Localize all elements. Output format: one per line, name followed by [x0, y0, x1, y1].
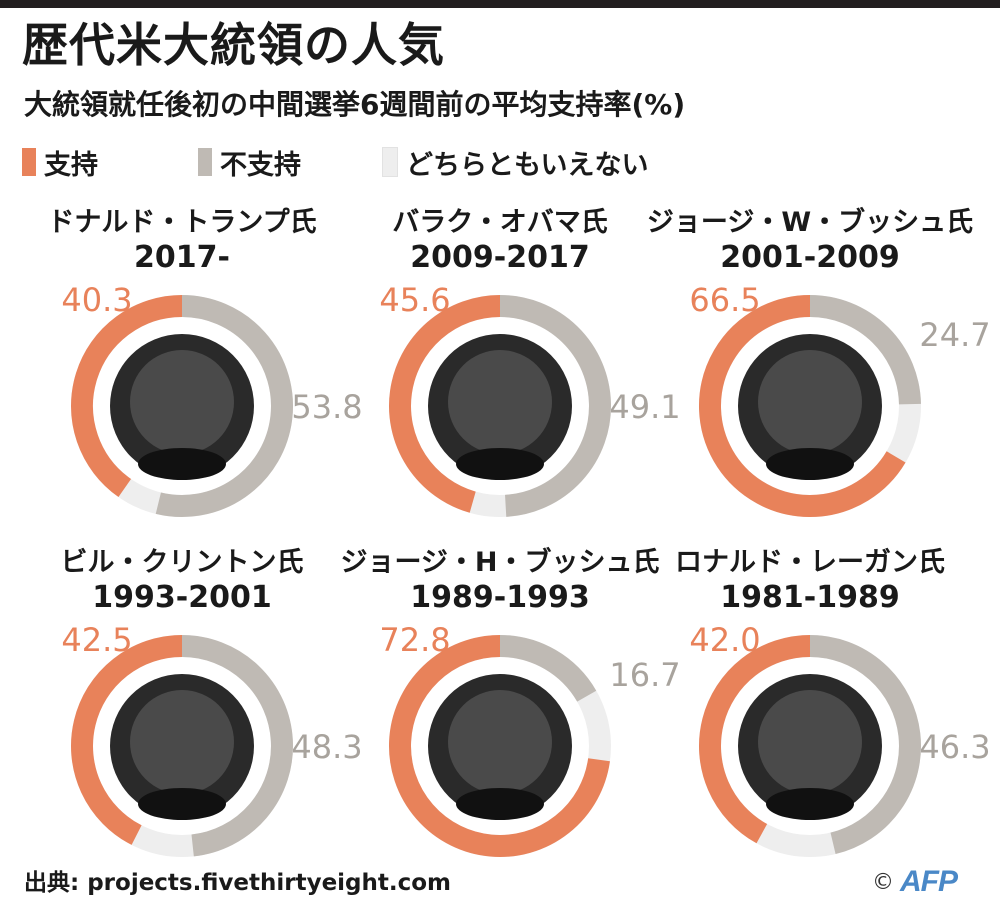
portrait-face: [758, 690, 862, 794]
disapprove-value: 49.1: [609, 388, 680, 426]
president-years: 2009-2017: [410, 240, 590, 275]
legend-swatch-disapprove: [198, 148, 212, 176]
disapprove-value: 53.8: [291, 388, 362, 426]
portrait-suit: [456, 448, 544, 480]
legend-item-disapprove: 不支持: [198, 140, 301, 184]
portrait-suit: [456, 788, 544, 820]
panel-trump: ドナルド・トランプ氏 2017- 40.3 53.8: [17, 205, 363, 545]
portrait-suit: [138, 788, 226, 820]
slice-approve: [389, 635, 610, 857]
disapprove-value: 48.3: [291, 728, 362, 766]
donut-chart: 42.5 48.3: [61, 621, 363, 857]
legend-label-disapprove: 不支持: [220, 149, 301, 181]
president-years: 1989-1993: [410, 580, 590, 615]
president-years: 2017-: [134, 240, 230, 275]
donut-chart: 72.8 16.7: [379, 621, 681, 857]
slice-approve: [699, 295, 906, 517]
president-name: バラク・オバマ氏: [392, 207, 608, 238]
legend-label-neutral: どちらともいえない: [406, 149, 649, 181]
portrait-face: [448, 350, 552, 454]
disapprove-value: 24.7: [919, 316, 990, 354]
panel-reagan: ロナルド・レーガン氏 1981-1989 42.0 46.3: [645, 545, 991, 885]
panel-obama: バラク・オバマ氏 2009-2017 45.6 49.1: [335, 205, 681, 545]
panel-clinton: ビル・クリントン氏 1993-2001 42.5 48.3: [17, 545, 363, 885]
legend-label-approve: 支持: [44, 149, 98, 181]
slice-disapprove: [181, 635, 293, 857]
legend-swatch-neutral: [382, 147, 398, 177]
legend-swatch-approve: [22, 148, 36, 176]
slice-approve: [699, 635, 811, 844]
approve-value: 66.5: [689, 281, 760, 319]
president-name: ジョージ・W・ブッシュ氏: [646, 207, 974, 238]
slice-approve: [389, 295, 501, 513]
panel-gh-bush: ジョージ・H・ブッシュ氏 1989-1993 72.8 16.7: [335, 545, 681, 885]
donut-chart: 66.5 24.7: [689, 281, 991, 517]
portrait-suit: [766, 448, 854, 480]
slice-approve: [71, 295, 183, 498]
portrait-face: [130, 350, 234, 454]
slice-disapprove: [155, 295, 294, 517]
source-note: 出典: projects.fivethirtyeight.com: [24, 870, 452, 896]
president-years: 2001-2009: [720, 240, 900, 275]
president-years: 1981-1989: [720, 580, 900, 615]
disapprove-value: 46.3: [919, 728, 990, 766]
afp-logo: AFP: [900, 865, 958, 898]
chart-subtitle: 大統領就任後初の中間選挙6週間前の平均支持率(%): [24, 88, 686, 121]
president-name: ロナルド・レーガン氏: [675, 547, 945, 578]
approve-value: 42.0: [689, 621, 760, 659]
portrait-suit: [138, 448, 226, 480]
approve-value: 45.6: [379, 281, 450, 319]
slice-disapprove: [499, 295, 611, 517]
donut-chart: 42.0 46.3: [689, 621, 991, 857]
slice-disapprove: [809, 635, 921, 855]
approve-value: 72.8: [379, 621, 450, 659]
donut-chart: 45.6 49.1: [379, 281, 681, 517]
donut-chart: 40.3 53.8: [61, 281, 363, 517]
disapprove-value: 16.7: [609, 656, 680, 694]
legend-item-approve: 支持: [22, 140, 98, 184]
chart-title: 歴代米大統領の人気: [22, 18, 445, 72]
copyright-mark: ©: [872, 869, 894, 895]
afp-credit: © AFP: [872, 862, 958, 902]
panel-gw-bush: ジョージ・W・ブッシュ氏 2001-2009 66.5 24.7: [645, 205, 991, 545]
president-name: ドナルド・トランプ氏: [47, 207, 317, 238]
portrait-suit: [766, 788, 854, 820]
portrait-face: [448, 690, 552, 794]
slice-disapprove: [499, 635, 597, 702]
approve-value: 40.3: [61, 281, 132, 319]
president-name: ジョージ・H・ブッシュ氏: [340, 547, 660, 578]
president-name: ビル・クリントン氏: [60, 547, 304, 578]
legend-item-neutral: どちらともいえない: [382, 140, 648, 184]
slice-disapprove: [809, 295, 921, 405]
portrait-face: [758, 350, 862, 454]
president-years: 1993-2001: [92, 580, 272, 615]
legend: 支持 不支持 どちらともいえない: [22, 140, 982, 184]
slice-approve: [71, 635, 183, 845]
top-bar: [0, 0, 1000, 8]
approve-value: 42.5: [61, 621, 132, 659]
portrait-face: [130, 690, 234, 794]
